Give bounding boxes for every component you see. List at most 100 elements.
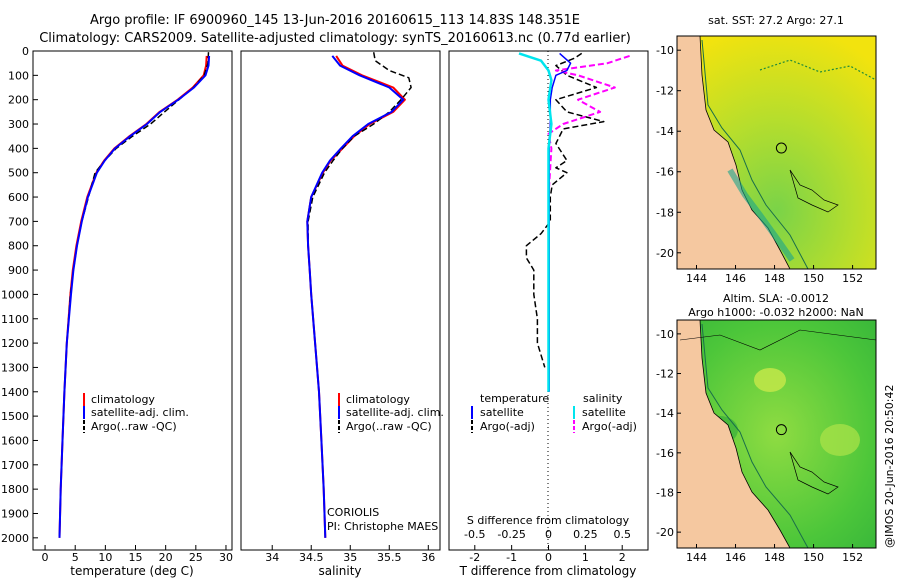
depth-tick-label: 1000 — [1, 288, 29, 301]
annotation-coriolis: CORIOLIS — [327, 506, 379, 519]
salinity-series — [306, 52, 412, 538]
s-diff-tick-label: 0 — [545, 528, 552, 541]
salinity-panel: 34 34.5 35 35.5 36 salinity climatology sate… — [240, 50, 444, 578]
bathymetry-contour — [701, 323, 809, 548]
legend-label-sal-satellite: satellite — [582, 406, 626, 419]
salinity-satellite-line — [306, 55, 405, 538]
map-lon-tick-label: 146 — [725, 551, 746, 564]
depth-tick-label: 400 — [8, 142, 29, 155]
sla-map-title1: Altim. SLA: -0.0012 — [723, 292, 829, 305]
depth-tick-label: 600 — [8, 191, 29, 204]
argo-location-marker — [775, 424, 787, 436]
land-mass — [677, 36, 791, 269]
depth-tick-label: 700 — [8, 215, 29, 228]
t-diff-tick-label: 1 — [582, 551, 589, 564]
temperature-x-axis: 0 5 10 15 20 25 30 — [42, 545, 233, 564]
temperature-tick-label: 5 — [72, 551, 79, 564]
map-lon-tick-label: 148 — [764, 551, 785, 564]
legend-label-argo: Argo(..raw -QC) — [91, 420, 177, 433]
depth-tick-label: 1200 — [1, 337, 29, 350]
sla-map: Altim. SLA: -0.0012 Argo h1000: -0.032 h… — [656, 292, 877, 564]
salinity-tick-label: 34.5 — [299, 551, 324, 564]
reef-outline — [789, 169, 839, 213]
argo-location-marker — [775, 142, 787, 154]
temperature-tick-label: 30 — [219, 551, 233, 564]
sla-high-patch — [820, 424, 860, 456]
map-lat-tick-label: -18 — [656, 486, 674, 499]
difference-legend: temperature salinity satellite Argo(-adj… — [471, 392, 637, 433]
map-lat-tick-label: -16 — [656, 166, 674, 179]
map-lat-tick-label: -20 — [656, 526, 674, 539]
salinity-tick-label: 34 — [265, 551, 279, 564]
temperature-tick-label: 0 — [42, 551, 49, 564]
difference-series — [518, 52, 630, 392]
map-lon-tick-label: 146 — [725, 272, 746, 285]
coastal-cool-band — [727, 168, 795, 262]
sla-map-axes: 144 146 148 150 152 -10 -12 -14 -16 -18 -20 — [656, 328, 863, 564]
sla-high-patch — [754, 368, 786, 392]
t-diff-tick-label: -1 — [506, 551, 517, 564]
temperature-tick-label: 25 — [189, 551, 203, 564]
depth-tick-label: 500 — [8, 167, 29, 180]
imos-watermark: @IMOS 20-Jun-2016 20:50:42 — [883, 384, 896, 548]
legend-header-salinity: salinity — [583, 392, 623, 405]
depth-tick-label: 1100 — [1, 313, 29, 326]
temperature-xlabel: temperature (deg C) — [70, 564, 193, 578]
t-difference-xlabel: T difference from climatology — [459, 564, 637, 578]
sst-map-axes: 144 146 148 150 152 -10 -12 -14 -16 -18 -20 — [656, 44, 863, 285]
depth-tick-label: 300 — [8, 118, 29, 131]
depth-tick-label: 2000 — [1, 532, 29, 545]
map-lon-tick-label: 148 — [764, 272, 785, 285]
depth-tick-label: 900 — [8, 264, 29, 277]
temperature-tick-label: 20 — [159, 551, 173, 564]
salinity-tick-label: 35 — [343, 551, 357, 564]
difference-x-axes: -2 -1 0 1 2 -0.5 -0.25 0 0.25 0.5 — [464, 528, 631, 564]
salinity-legend: climatology satellite-adj. clim. Argo(..… — [338, 393, 444, 433]
salinity-argo-line — [307, 52, 412, 538]
depth-tick-label: 1900 — [1, 507, 29, 520]
s-diff-tick-label: -0.5 — [464, 528, 485, 541]
temperature-legend: climatology satellite-adj. clim. Argo(..… — [83, 393, 189, 433]
map-lat-tick-label: -12 — [656, 85, 674, 98]
sla-contour — [679, 329, 876, 351]
t-diff-tick-label: 0 — [545, 551, 552, 564]
header-line1: Argo profile: IF 6900960_145 13-Jun-2016… — [90, 13, 580, 28]
sal-diff-satellite-line — [518, 52, 553, 392]
reef-outline — [789, 451, 839, 495]
depth-tick-label: 1400 — [1, 386, 29, 399]
salinity-x-axis: 34 34.5 35 35.5 36 — [265, 545, 435, 564]
salinity-xlabel: salinity — [318, 564, 361, 578]
sla-map-title2: Argo h1000: -0.032 h2000: NaN — [688, 306, 864, 319]
bathymetry-contour — [701, 39, 809, 269]
temperature-satellite-line — [58, 55, 211, 538]
depth-tick-label: 1700 — [1, 459, 29, 472]
salinity-tick-label: 35.5 — [377, 551, 402, 564]
t-diff-tick-label: 2 — [619, 551, 626, 564]
salinity-plot-frame — [240, 50, 441, 551]
annotation-pi: PI: Christophe MAES — [327, 520, 438, 533]
reef-line-north — [759, 59, 876, 81]
depth-tick-label: 1500 — [1, 410, 29, 423]
temperature-panel: 0100200300400500600700800900100011001200… — [1, 45, 454, 578]
map-lat-tick-label: -14 — [656, 407, 674, 420]
map-lat-tick-label: -14 — [656, 125, 674, 138]
legend-label-climatology: climatology — [91, 393, 155, 406]
legend-label-temp-argo: Argo(-adj) — [480, 420, 535, 433]
map-lat-tick-label: -16 — [656, 447, 674, 460]
depth-tick-label: 100 — [8, 69, 29, 82]
difference-panel: -2 -1 0 1 2 -0.5 -0.25 0 0.25 0.5 T difference fr… — [448, 50, 649, 578]
map-lat-tick-label: -18 — [656, 206, 674, 219]
sst-map-frame — [676, 35, 877, 270]
s-diff-tick-label: -0.25 — [497, 528, 525, 541]
s-difference-xlabel: S difference from climatology — [467, 514, 630, 527]
map-lon-tick-label: 150 — [803, 272, 824, 285]
legend-label-satellite: satellite-adj. clim. — [346, 406, 444, 419]
legend-label-temp-satellite: satellite — [480, 406, 524, 419]
map-lon-tick-label: 150 — [803, 551, 824, 564]
depth-tick-label: 1300 — [1, 361, 29, 374]
sst-map-title: sat. SST: 27.2 Argo: 27.1 — [708, 14, 844, 27]
temperature-series — [58, 52, 211, 538]
t-diff-tick-label: -2 — [469, 551, 480, 564]
legend-label-satellite: satellite-adj. clim. — [91, 406, 189, 419]
